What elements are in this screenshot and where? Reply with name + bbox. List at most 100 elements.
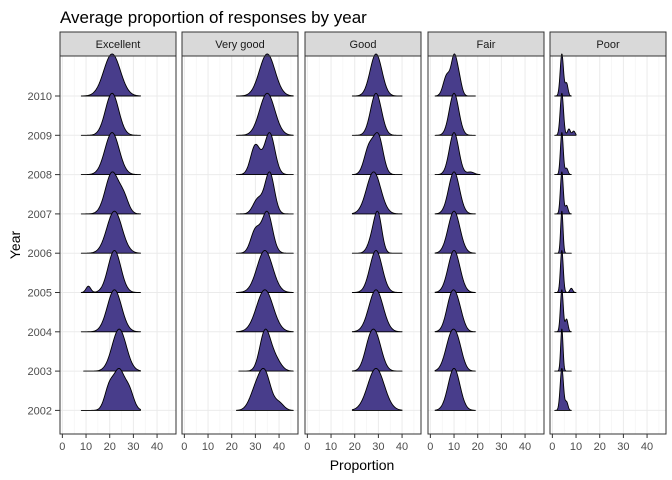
y-tick-label: 2006 (28, 248, 52, 260)
x-tick-label: 20 (594, 441, 606, 453)
facet-strip (427, 31, 545, 57)
ridge-2005 (236, 250, 294, 293)
x-tick-label: 10 (570, 441, 582, 453)
facet-strip-label: Excellent (96, 39, 141, 51)
ridge-2008 (434, 132, 481, 176)
ridge-2004 (351, 289, 403, 333)
x-tick-label: 40 (641, 441, 653, 453)
x-tick-label: 0 (304, 441, 310, 453)
y-tick-label: 2009 (28, 130, 52, 142)
facet-panel-good: Good 0 10 20 30 40 (304, 31, 422, 453)
x-tick-label: 20 (226, 441, 238, 453)
panel-background (550, 56, 666, 434)
y-tick-label: 2008 (28, 170, 52, 182)
ridge-2010 (554, 53, 572, 97)
ridge-2007 (80, 171, 141, 215)
ridge-2007 (351, 171, 403, 215)
ridge-2004 (80, 289, 141, 333)
facet-panel-very-good: Very good 0 10 20 30 40 (181, 31, 299, 453)
ridge-2005 (351, 250, 403, 293)
ridge-2007 (236, 171, 294, 215)
chart-title: Average proportion of responses by year (60, 8, 367, 27)
panel-background (182, 56, 298, 434)
x-tick-label: 10 (80, 441, 92, 453)
ridge-2002 (434, 367, 476, 411)
x-tick-label: 30 (372, 441, 384, 453)
panel-border (304, 55, 422, 435)
ridge-2004 (554, 289, 572, 333)
y-tick-label: 2010 (28, 91, 52, 103)
y-axis: 2002 2003 2004 2005 2006 2007 2008 2009 2010 (28, 91, 60, 417)
ridge-2003 (238, 328, 294, 372)
ridge-2006 (236, 210, 294, 254)
ridge-2005 (554, 250, 577, 293)
ridge-2010 (434, 53, 476, 97)
ridge-2008 (554, 132, 572, 176)
ridge-2006 (554, 210, 572, 254)
y-tick-label: 2004 (28, 327, 52, 339)
x-tick-label: 40 (273, 441, 285, 453)
ridge-2002 (236, 367, 294, 411)
ridge-2002 (554, 367, 572, 411)
ridge-2002 (80, 367, 141, 411)
facet-panel-excellent: Excellent 0 10 20 30 40 (59, 31, 177, 453)
ridge-2006 (351, 210, 403, 254)
ridge-2009 (351, 92, 403, 136)
ridge-2003 (434, 328, 476, 372)
y-axis-title: Year (7, 231, 23, 260)
ridge-2010 (80, 53, 141, 97)
panel-border (549, 55, 667, 435)
facet-panel-fair: Fair 0 10 20 30 40 (427, 31, 545, 453)
y-tick-label: 2005 (28, 288, 52, 300)
x-tick-label: 20 (104, 441, 116, 453)
panel-background (305, 56, 421, 434)
ridge-2007 (434, 171, 476, 215)
x-tick-label: 0 (427, 441, 433, 453)
ridge-2008 (80, 132, 141, 176)
facet-strip-label: Fair (477, 39, 496, 51)
x-tick-label: 40 (519, 441, 531, 453)
ridge-2009 (434, 92, 476, 136)
ridge-2009 (554, 92, 577, 136)
facet-strip-label: Very good (215, 39, 265, 51)
x-tick-label: 30 (249, 441, 261, 453)
x-tick-label: 10 (325, 441, 337, 453)
ridge-2009 (80, 92, 141, 136)
x-axis-title: Proportion (330, 457, 395, 473)
x-tick-label: 0 (59, 441, 65, 453)
x-tick-label: 20 (472, 441, 484, 453)
ridge-2002 (351, 367, 403, 411)
ridge-2010 (351, 53, 403, 97)
ridge-2003 (351, 328, 403, 372)
ridge-2009 (236, 92, 294, 136)
x-tick-label: 30 (617, 441, 629, 453)
panel-border (427, 55, 545, 435)
ridge-2008 (236, 132, 294, 176)
facet-panel-poor: Poor 0 10 20 30 40 (549, 31, 667, 453)
y-tick-label: 2002 (28, 405, 52, 417)
facet-strip (181, 31, 299, 57)
x-tick-label: 10 (448, 441, 460, 453)
ridge-2004 (434, 289, 476, 333)
x-tick-label: 30 (495, 441, 507, 453)
ridge-2006 (434, 210, 476, 254)
panel-border (59, 55, 177, 435)
facet-strip (59, 31, 177, 57)
x-tick-label: 30 (127, 441, 139, 453)
x-tick-label: 20 (349, 441, 361, 453)
ridge-2008 (351, 132, 403, 176)
x-tick-label: 0 (549, 441, 555, 453)
ridge-2003 (554, 328, 572, 372)
panel-border (181, 55, 299, 435)
x-tick-label: 40 (396, 441, 408, 453)
x-tick-label: 10 (202, 441, 214, 453)
ridge-2003 (83, 328, 141, 372)
facet-strip-label: Poor (596, 39, 620, 51)
ridge-2007 (554, 171, 572, 215)
ridge-2005 (434, 250, 476, 293)
y-tick-label: 2003 (28, 366, 52, 378)
y-tick-label: 2007 (28, 209, 52, 221)
